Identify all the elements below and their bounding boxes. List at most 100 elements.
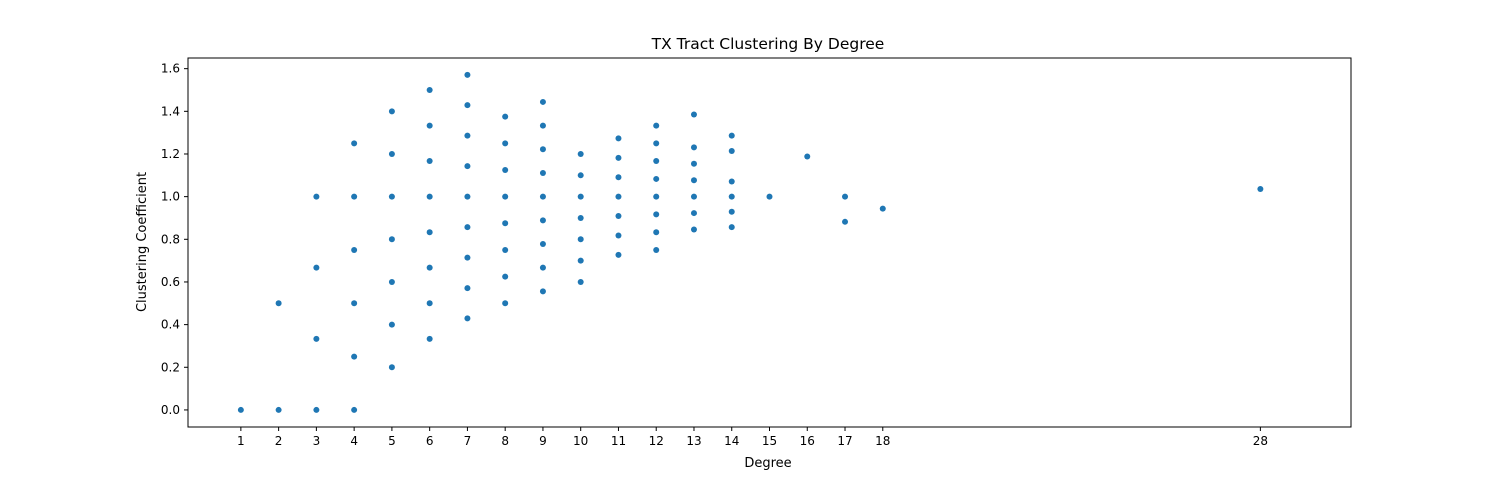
data-point (388, 150, 395, 157)
x-tick-label: 6 (426, 434, 434, 448)
data-point (464, 163, 471, 170)
data-point (388, 321, 395, 328)
data-point (615, 174, 622, 181)
x-tick-label: 11 (611, 434, 626, 448)
data-point (653, 193, 660, 200)
data-point (690, 144, 697, 151)
data-point (388, 278, 395, 285)
data-point (426, 335, 433, 342)
data-point (653, 211, 660, 218)
data-point (690, 177, 697, 184)
data-point (351, 353, 358, 360)
data-point (804, 153, 811, 160)
data-point (502, 166, 509, 173)
x-tick-label: 9 (539, 434, 547, 448)
data-point (313, 335, 320, 342)
data-point (615, 213, 622, 220)
data-point (388, 236, 395, 243)
data-point (539, 169, 546, 176)
data-point (766, 193, 773, 200)
data-point (502, 193, 509, 200)
data-point (728, 147, 735, 154)
data-point (539, 193, 546, 200)
data-point (728, 208, 735, 215)
data-point (351, 140, 358, 147)
x-tick-label: 8 (501, 434, 509, 448)
data-point (615, 135, 622, 142)
data-point (653, 158, 660, 165)
y-tick-label: 0.2 (161, 360, 180, 374)
x-tick-label: 14 (724, 434, 739, 448)
data-point (728, 132, 735, 139)
data-point (690, 111, 697, 118)
y-tick-label: 1.0 (161, 190, 180, 204)
data-point (577, 278, 584, 285)
y-tick-label: 1.2 (161, 147, 180, 161)
data-point (313, 406, 320, 413)
data-point (539, 146, 546, 153)
x-tick-label: 7 (464, 434, 472, 448)
data-point (502, 273, 509, 280)
data-point (539, 217, 546, 224)
x-tick-label: 4 (350, 434, 358, 448)
y-tick-label: 0.0 (161, 403, 180, 417)
y-tick-label: 1.4 (161, 104, 180, 118)
data-point (577, 236, 584, 243)
data-point (426, 86, 433, 93)
x-tick-label: 5 (388, 434, 396, 448)
x-tick-label: 3 (313, 434, 321, 448)
data-point (842, 193, 849, 200)
data-point (275, 406, 282, 413)
x-tick-label: 16 (800, 434, 815, 448)
data-point (879, 205, 886, 212)
data-point (728, 178, 735, 185)
data-point (351, 300, 358, 307)
data-point (313, 264, 320, 271)
data-point (426, 264, 433, 271)
data-point (690, 193, 697, 200)
data-point (539, 288, 546, 295)
data-point (426, 300, 433, 307)
y-tick-label: 0.4 (161, 318, 180, 332)
data-point (502, 220, 509, 227)
x-tick-label: 12 (649, 434, 664, 448)
data-point (653, 140, 660, 147)
data-point (502, 113, 509, 120)
data-point (690, 210, 697, 217)
data-point (577, 257, 584, 264)
data-point (275, 300, 282, 307)
x-axis-label: Degree (744, 456, 791, 471)
chart-title: TX Tract Clustering By Degree (651, 35, 885, 53)
data-point (653, 229, 660, 236)
x-tick-label: 13 (686, 434, 701, 448)
x-tick-label: 17 (837, 434, 852, 448)
data-point (464, 315, 471, 322)
data-point (539, 240, 546, 247)
data-point (313, 193, 320, 200)
data-point (426, 158, 433, 165)
data-point (539, 264, 546, 271)
data-point (388, 108, 395, 115)
x-tick-label: 10 (573, 434, 588, 448)
data-point (426, 229, 433, 236)
data-point (653, 122, 660, 129)
y-tick-label: 0.6 (161, 275, 180, 289)
data-point (1257, 185, 1264, 192)
x-tick-label: 2 (275, 434, 283, 448)
data-point (577, 193, 584, 200)
data-point (690, 226, 697, 233)
data-point (842, 218, 849, 225)
plot-area: 1 2 3 4 5 6 7 8 9 10 11 12 13 14 15 16 17 18 280.00.20.40.… (161, 57, 1352, 448)
data-point (237, 406, 244, 413)
data-point (502, 300, 509, 307)
data-point (615, 154, 622, 161)
y-axis-label: Clustering Coefficient (135, 172, 150, 312)
x-tick-label: 28 (1253, 434, 1268, 448)
y-tick-label: 0.8 (161, 232, 180, 246)
x-tick-label: 18 (875, 434, 890, 448)
data-point (615, 193, 622, 200)
data-point (464, 254, 471, 261)
data-point (728, 193, 735, 200)
data-point (351, 193, 358, 200)
data-point (653, 246, 660, 253)
